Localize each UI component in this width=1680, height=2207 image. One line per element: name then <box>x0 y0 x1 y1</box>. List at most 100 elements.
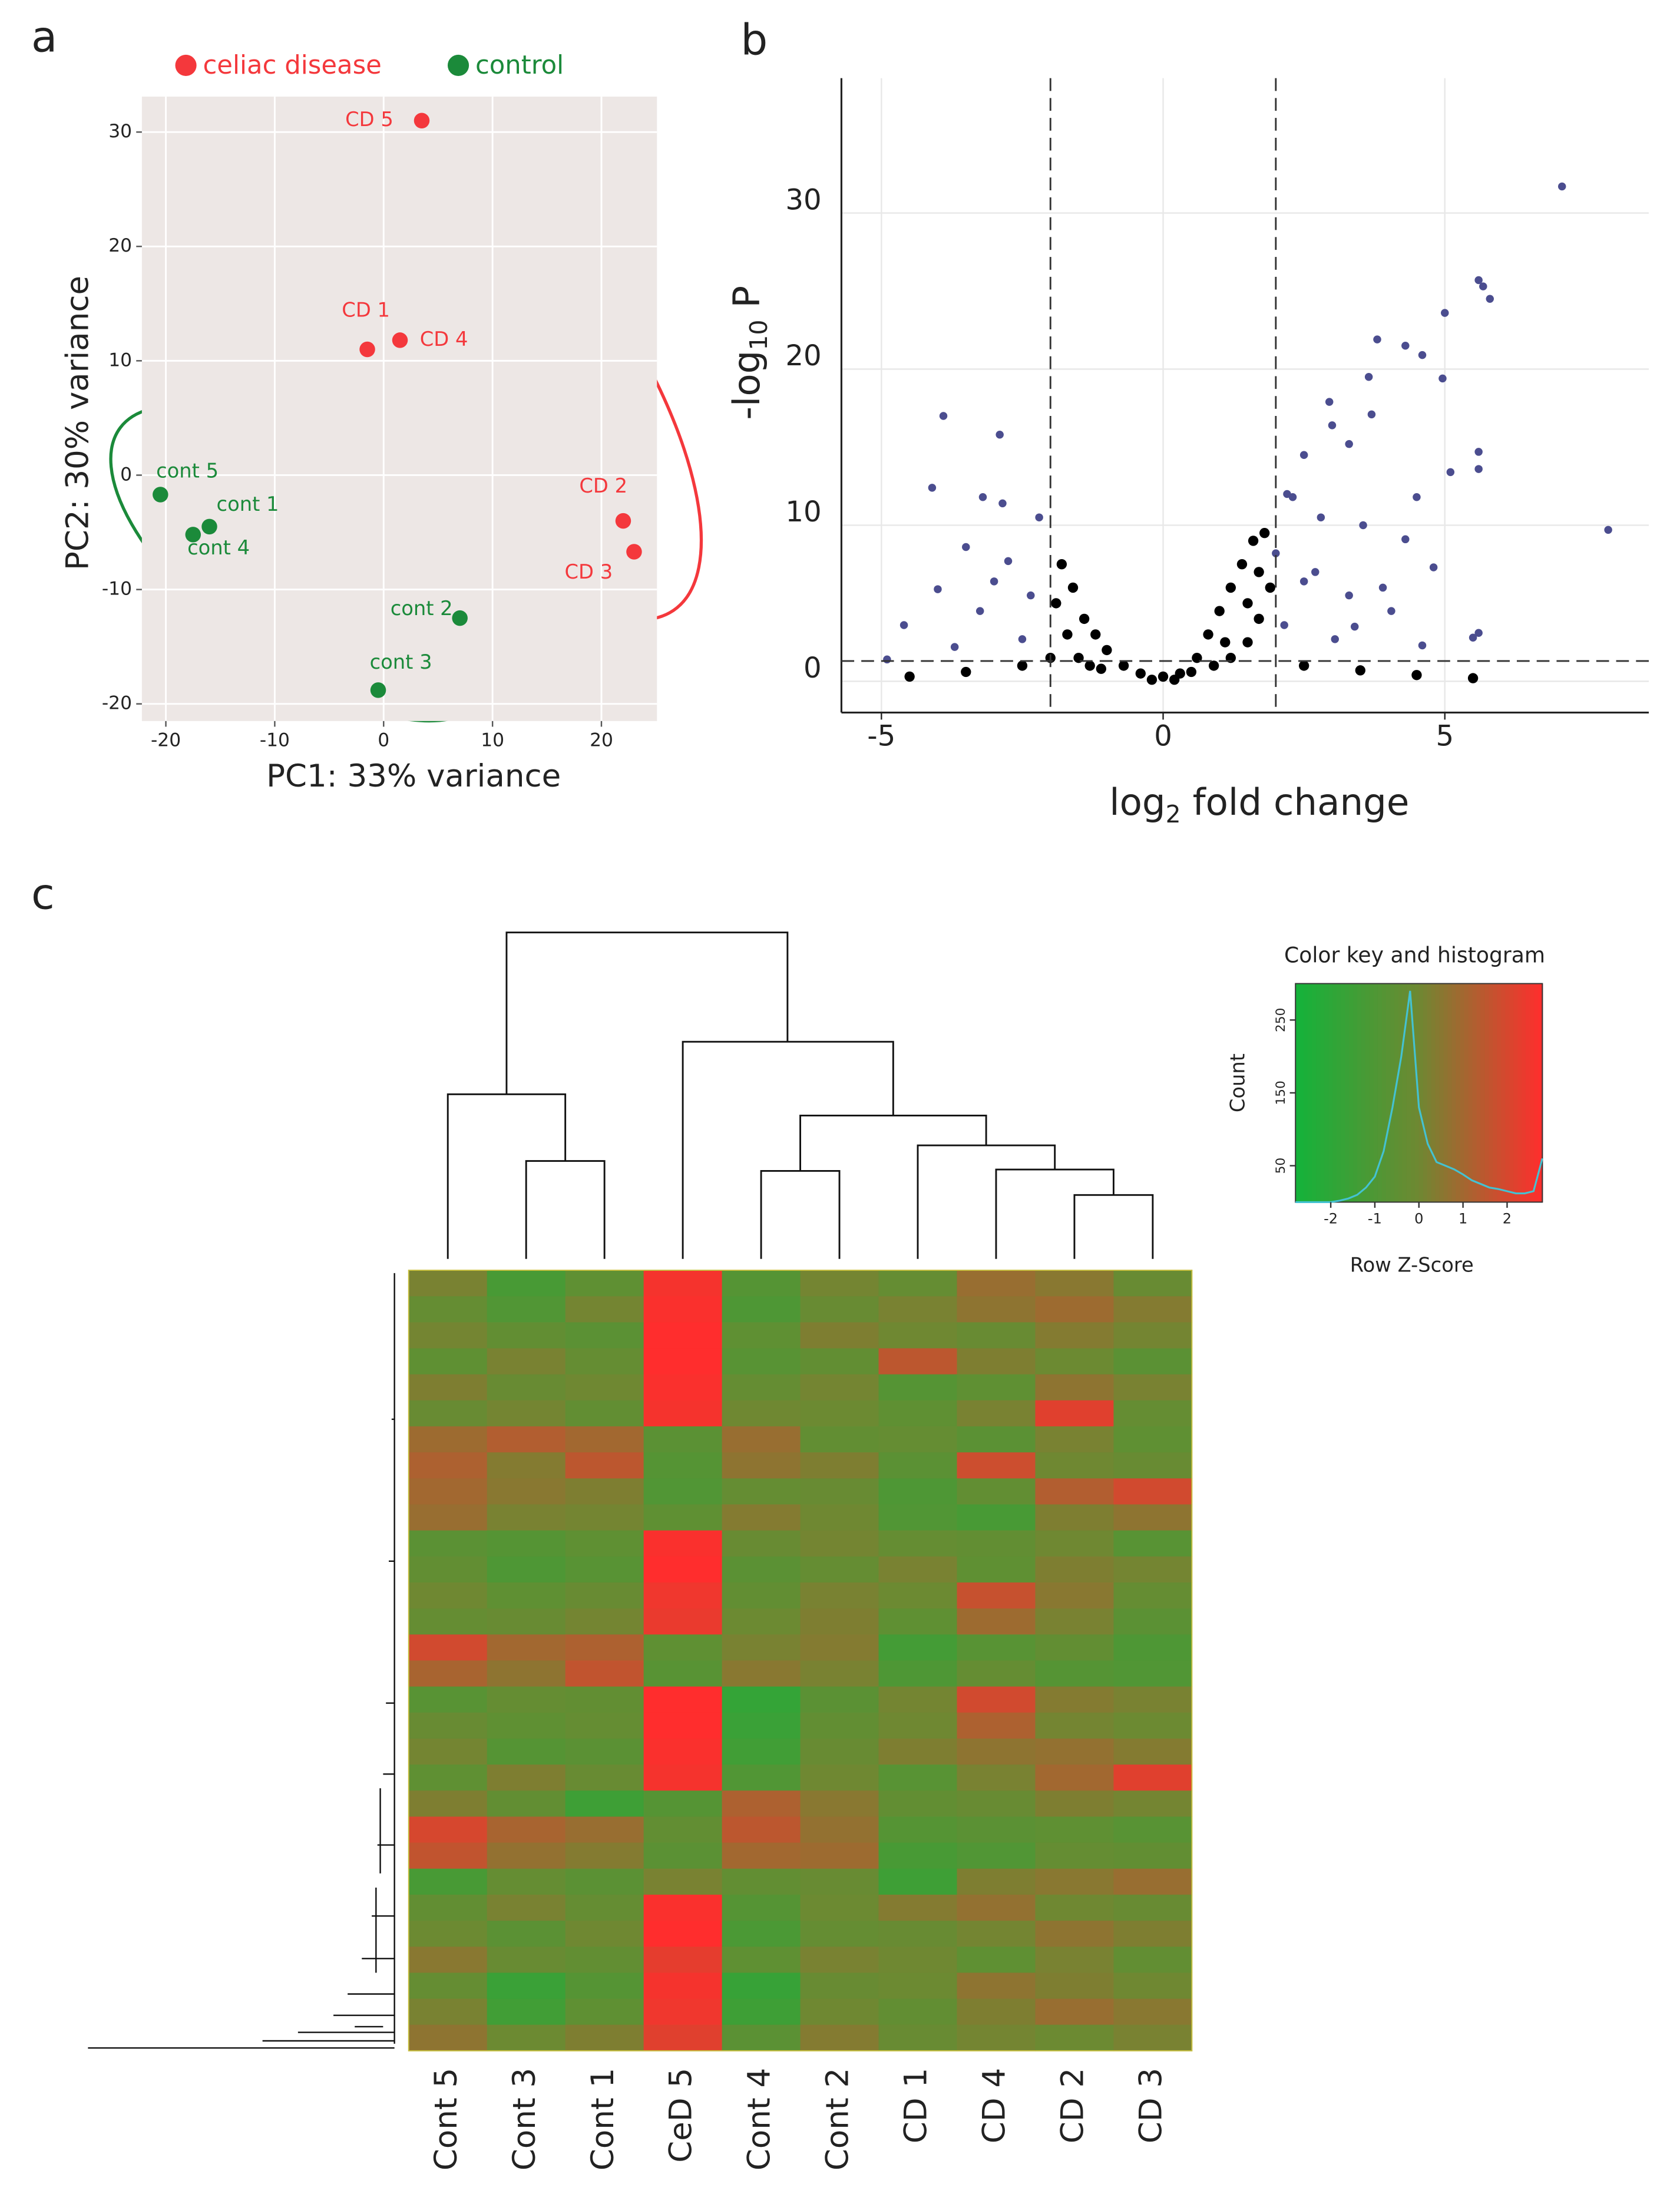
heatmap-cell <box>878 1973 958 2000</box>
color-key-swatch <box>1406 983 1411 1202</box>
heatmap-cell <box>878 1374 958 1401</box>
point <box>1298 660 1309 671</box>
point <box>1135 668 1146 679</box>
color-key-swatch <box>1332 983 1338 1202</box>
legend-label: celiac disease <box>203 51 381 80</box>
heatmap-cell <box>643 1426 723 1453</box>
heatmap-cell <box>957 1478 1036 1505</box>
point <box>1325 398 1334 406</box>
heatmap-cell <box>643 1842 723 1869</box>
heatmap-cell <box>878 2024 958 2051</box>
point-label: cont 3 <box>370 650 432 673</box>
heatmap-cell <box>643 1921 723 1947</box>
heatmap-cell <box>957 1556 1036 1583</box>
heatmap-cell <box>408 1660 488 1687</box>
heatmap-cell <box>643 1478 723 1505</box>
heatmap-cell <box>408 1348 488 1375</box>
heatmap-cell <box>643 1504 723 1531</box>
x-axis-label-part: log <box>1109 781 1165 824</box>
x-tick-label: -5 <box>867 720 895 753</box>
heatmap-cell <box>1035 1608 1115 1636</box>
point <box>1446 468 1455 477</box>
heatmap-cell <box>643 1608 723 1636</box>
y-tick-label: 30 <box>108 121 132 142</box>
heatmap-cell <box>1113 1842 1193 1869</box>
heatmap-cell <box>957 1400 1036 1427</box>
color-key-swatch <box>1381 983 1387 1202</box>
heatmap-cell <box>1035 1686 1115 1713</box>
y-tick-label: 150 <box>1274 1081 1288 1105</box>
y-axis-label: Count <box>1226 1053 1249 1112</box>
heatmap-cell <box>1035 1400 1115 1427</box>
heatmap-cell <box>800 1738 879 1765</box>
heatmap-cell <box>722 1452 801 1479</box>
heatmap-cell <box>408 1582 488 1609</box>
heatmap-cell <box>1035 1348 1115 1375</box>
point <box>626 544 642 560</box>
legend-marker <box>175 54 197 77</box>
heatmap-cell <box>487 1348 566 1375</box>
color-key-swatch <box>1517 983 1523 1202</box>
heatmap-cell <box>1035 1322 1115 1349</box>
color-key-swatch <box>1385 983 1391 1202</box>
heatmap-cell <box>722 1348 801 1375</box>
point <box>185 527 201 543</box>
heatmap-cell <box>878 1660 958 1687</box>
point-label: cont 1 <box>217 493 279 516</box>
y-tick-label: 30 <box>785 183 821 216</box>
point <box>1035 513 1043 521</box>
heatmap-border <box>408 1270 1193 2051</box>
heatmap-cell <box>408 1894 488 1921</box>
legend-label: control <box>475 51 564 80</box>
y-tick-label: 250 <box>1274 1008 1288 1032</box>
heatmap-cell <box>408 1556 488 1583</box>
heatmap-cell <box>565 1582 644 1609</box>
heatmap-cell <box>722 2024 801 2051</box>
point <box>1557 182 1566 191</box>
heatmap-cell <box>565 2024 644 2051</box>
heatmap-cell <box>1035 1530 1115 1557</box>
heatmap-cell <box>1113 1660 1193 1687</box>
point <box>153 487 168 503</box>
point <box>1486 295 1494 303</box>
heatmap-cell <box>878 1556 958 1583</box>
heatmap-cell <box>1113 1322 1193 1349</box>
heatmap-cell <box>1035 1947 1115 1974</box>
heatmap-cell <box>565 1816 644 1843</box>
row-dendrogram <box>88 1273 395 2049</box>
heatmap-cell <box>565 1868 644 1895</box>
heatmap-cell <box>408 1478 488 1505</box>
heatmap-cell <box>722 1608 801 1636</box>
heatmap-cell <box>1035 1296 1115 1323</box>
y-tick-label: 10 <box>785 495 821 528</box>
heatmap-cell <box>1035 1426 1115 1453</box>
heatmap-cell <box>800 1842 879 1869</box>
heatmap-cell <box>722 1947 801 1974</box>
point <box>1096 663 1107 674</box>
heatmap-cell <box>878 1816 958 1843</box>
heatmap-cell <box>565 1790 644 1818</box>
point <box>1438 374 1447 383</box>
x-tick-label: 5 <box>1436 720 1454 753</box>
point <box>1411 670 1422 680</box>
heatmap-cell <box>800 1504 879 1531</box>
heatmap-cell <box>957 1712 1036 1739</box>
heatmap-cell <box>1035 1556 1115 1583</box>
point <box>934 585 942 593</box>
heatmap-cell <box>487 1374 566 1401</box>
heatmap-cell <box>1035 1478 1115 1505</box>
x-axis-label: Row Z-Score <box>1350 1253 1474 1276</box>
column-label: CD 1 <box>898 2068 934 2143</box>
y-tick-label: -10 <box>102 579 132 600</box>
heatmap-cell <box>878 1504 958 1531</box>
color-key-swatch <box>1489 983 1494 1202</box>
heatmap-cell <box>1113 1816 1193 1843</box>
heatmap-cell <box>722 1660 801 1687</box>
color-key-swatch <box>1320 983 1325 1202</box>
heatmap-cell <box>722 1868 801 1895</box>
heatmap-cell <box>957 1608 1036 1636</box>
heatmap-cell <box>1113 1348 1193 1375</box>
heatmap-cell <box>408 1400 488 1427</box>
point <box>201 518 217 535</box>
color-key-swatch <box>1295 983 1301 1202</box>
